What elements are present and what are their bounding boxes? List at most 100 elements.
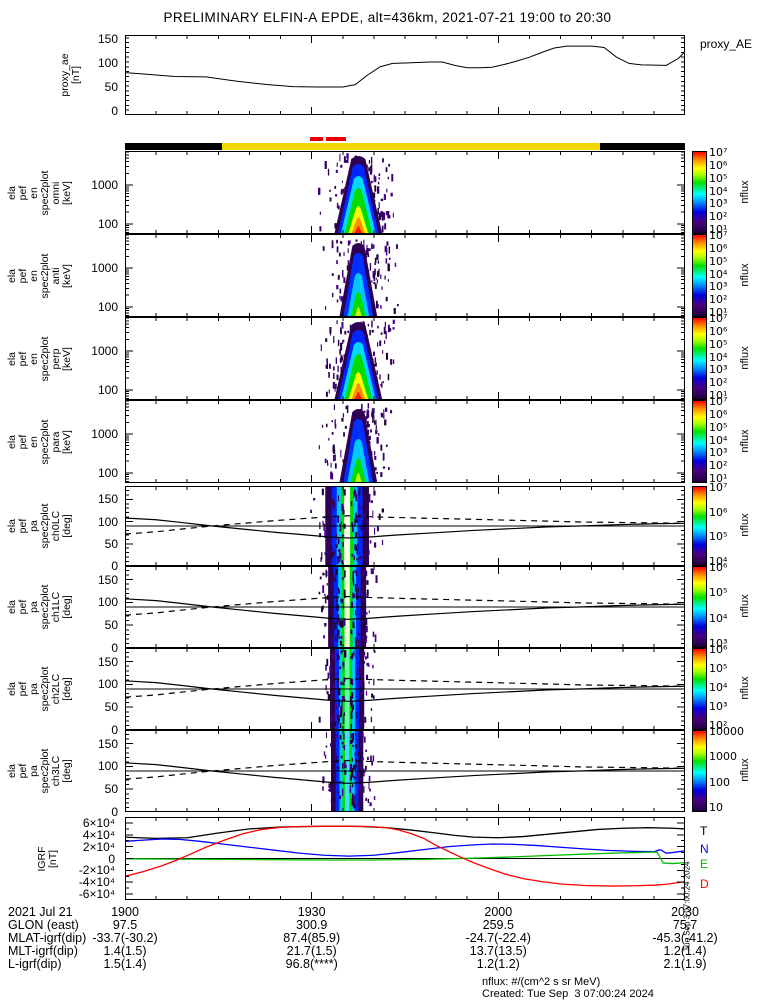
colorbar-pa-ch1LC bbox=[692, 566, 707, 648]
red-collection-mark bbox=[309, 137, 323, 141]
colorbar-tick-label: 10⁵ bbox=[709, 586, 728, 600]
panel-ytick-label: 100 bbox=[97, 514, 118, 529]
energy-flux-blob bbox=[339, 243, 378, 317]
table-cell: 1.2(1.4) bbox=[663, 944, 707, 958]
colorbar-en-perp bbox=[692, 317, 707, 400]
table-row-label: MLAT-igrf(dip) bbox=[8, 931, 87, 945]
table-cell: 75.7 bbox=[672, 918, 698, 932]
panel-ytick-label: 0 bbox=[111, 559, 118, 573]
spectrogram-panel-en-para bbox=[125, 400, 685, 483]
colorbar-tick-label: 10⁶ bbox=[709, 643, 728, 656]
figure-title: PRELIMINARY ELFIN-A EPDE, alt=436km, 202… bbox=[163, 10, 612, 25]
panel-ytick-label: 50 bbox=[104, 700, 118, 715]
panel-ytick-label: 50 bbox=[104, 618, 118, 633]
igrf-ytick-label: 4×10⁴ bbox=[82, 827, 115, 842]
table-cell: -24.7(-22.4) bbox=[465, 931, 531, 945]
table-cell: 87.4(85.9) bbox=[283, 931, 341, 945]
colorbar-nflux-label: nflux bbox=[739, 758, 751, 782]
spectrogram-panel-en-anti bbox=[125, 234, 685, 317]
colorbar-pa-ch3LC bbox=[692, 730, 707, 812]
y-ticks bbox=[125, 400, 685, 483]
panel-ytick-label: 100 bbox=[97, 595, 118, 610]
igrf-ytick-label: -4×10⁴ bbox=[78, 875, 115, 890]
table-cell: -33.7(-30.2) bbox=[92, 931, 158, 945]
panel-ytick-label: 0 bbox=[111, 641, 118, 655]
colorbar-tick-label: 10³ bbox=[709, 446, 728, 460]
panel-ytick-label: 100 bbox=[97, 465, 118, 480]
created-timestamp: Created: Tue Sep 3 07:00:24 2024 bbox=[482, 988, 654, 1000]
colorbar-tick-label: 10⁶ bbox=[709, 407, 728, 421]
colorbar-tick-label: 10⁶ bbox=[709, 241, 728, 255]
colorbar-tick-label: 10³ bbox=[709, 363, 728, 377]
x-tick-label: 2030 bbox=[671, 905, 699, 919]
panel-ytick-label: 100 bbox=[97, 677, 118, 692]
igrf-legend-E: E bbox=[700, 857, 709, 871]
proxy-ae-ytick-label: 150 bbox=[97, 31, 118, 46]
x-tick-label: 2000 bbox=[484, 905, 513, 919]
proxy-ae-panel bbox=[125, 35, 685, 115]
colorbar-tick-label: 10² bbox=[709, 719, 728, 732]
table-row-label: GLON (east) bbox=[8, 918, 79, 932]
panel-ytick-label: 1000 bbox=[91, 261, 118, 276]
x-ticks bbox=[155, 817, 655, 900]
colorbar-tick-label: 10¹ bbox=[709, 223, 728, 236]
x-tick-label: 1900 bbox=[111, 905, 139, 919]
table-row-label: MLT-igrf(dip) bbox=[8, 944, 78, 958]
table-cell: 259.5 bbox=[482, 918, 514, 932]
colorbar-tick-label: 10² bbox=[709, 210, 728, 224]
colorbar-tick-label: 10⁶ bbox=[709, 561, 728, 574]
colorbar-tick-label: 10⁵ bbox=[709, 420, 728, 434]
spectrogram-panel-pa-ch1LC bbox=[125, 566, 685, 648]
colorbar-tick-label: 10⁵ bbox=[709, 337, 728, 351]
table-cell: 21.7(1.5) bbox=[286, 944, 337, 958]
igrf-ytick-label: 0 bbox=[108, 851, 115, 866]
y-ticks bbox=[125, 652, 685, 726]
igrf-ytick-label: -2×10⁴ bbox=[78, 863, 115, 878]
colorbar-en-anti bbox=[692, 234, 707, 317]
x-ticks bbox=[155, 151, 655, 234]
panel-ytick-label: 100 bbox=[97, 216, 118, 231]
spectrogram-panel-pa-ch0LC bbox=[125, 486, 685, 566]
colorbar-tick-label: 10000 bbox=[709, 725, 744, 738]
colorbar-tick-label: 10³ bbox=[709, 637, 728, 650]
colorbar-tick-label: 10⁷ bbox=[709, 395, 728, 408]
y-ticks bbox=[125, 151, 685, 234]
table-cell: 96.8(****) bbox=[285, 957, 338, 971]
x-ticks bbox=[155, 317, 655, 400]
energy-flux-blob bbox=[334, 156, 383, 234]
panel-ytick-label: 100 bbox=[97, 382, 118, 397]
colorbar-tick-label: 10⁵ bbox=[709, 662, 728, 675]
colorbar-tick-label: 10³ bbox=[709, 280, 728, 294]
x-ticks bbox=[155, 486, 655, 566]
igrf-legend-T: T bbox=[700, 824, 708, 838]
flux-speckles bbox=[322, 732, 376, 812]
colorbar-tick-label: 10¹ bbox=[709, 306, 728, 319]
table-cell: 1.4(1.5) bbox=[103, 944, 147, 958]
spectrogram-panel-pa-ch2LC bbox=[125, 648, 685, 730]
spectrogram-panel-pa-ch3LC bbox=[125, 730, 685, 812]
colorbar-tick-label: 10² bbox=[709, 293, 728, 307]
colorbar-tick-label: 10⁴ bbox=[709, 681, 728, 694]
colorbar-tick-label: 10⁷ bbox=[709, 229, 728, 242]
colorbar-tick-label: 10² bbox=[709, 459, 728, 473]
colorbar-tick-label: 10 bbox=[709, 801, 723, 814]
energy-flux-blob bbox=[334, 322, 383, 400]
colorbar-tick-label: 10⁴ bbox=[709, 611, 728, 625]
colorbar-pa-ch2LC bbox=[692, 648, 707, 730]
y-ticks bbox=[125, 37, 685, 111]
panel-ytick-label: 50 bbox=[104, 536, 118, 551]
x-ticks bbox=[155, 730, 655, 812]
date-label: 2021 Jul 21 bbox=[8, 905, 73, 919]
table-cell: 97.5 bbox=[112, 918, 138, 932]
igrf-ytick-label: 6×10⁴ bbox=[82, 815, 115, 830]
colorbar-tick-label: 10⁶ bbox=[709, 324, 728, 338]
colorbar-tick-label: 10⁴ bbox=[709, 184, 728, 198]
proxy-ae-ytick-label: 50 bbox=[104, 80, 118, 95]
igrf-ytick-label: 2×10⁴ bbox=[82, 839, 115, 854]
igrf-legend-N: N bbox=[700, 842, 709, 856]
y-ticks bbox=[125, 570, 685, 644]
panel-ytick-label: 50 bbox=[104, 782, 118, 797]
proxy-ae-ytick-label: 100 bbox=[97, 55, 118, 70]
panel-ytick-label: 150 bbox=[97, 492, 118, 507]
